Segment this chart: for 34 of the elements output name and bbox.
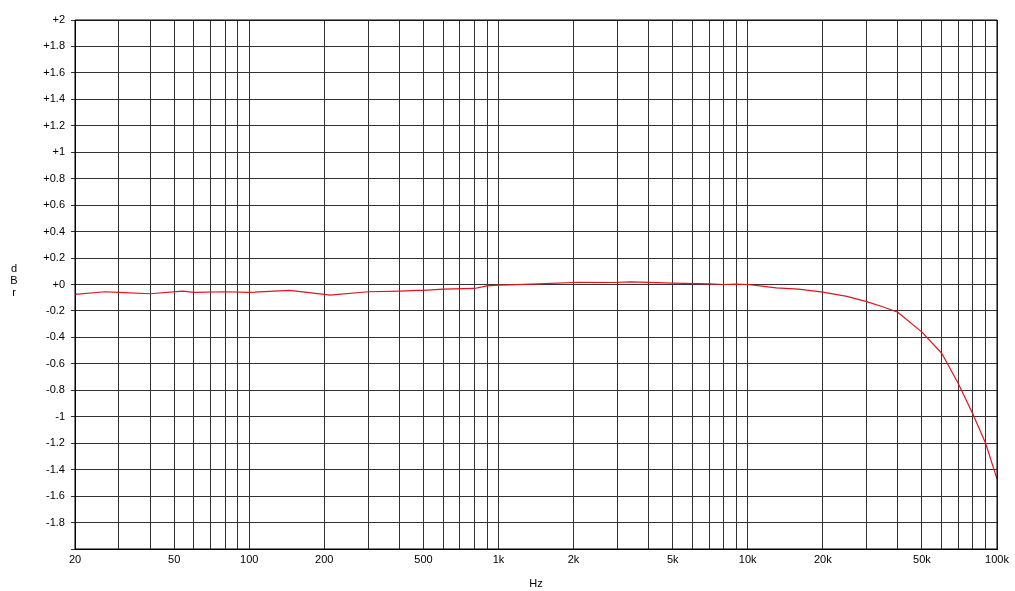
y-tick-label: -0.6	[46, 356, 65, 369]
y-tick-label: -1.4	[46, 462, 65, 475]
y-tick-label: +1.2	[43, 118, 65, 131]
x-axis-title: Hz	[529, 577, 543, 590]
y-tick-label: +2	[52, 13, 65, 26]
x-tick-label: 5k	[666, 552, 680, 565]
y-tick-label: -0.8	[46, 383, 65, 396]
y-tick-label: +1.8	[43, 39, 65, 52]
x-tick-label: 20k	[813, 552, 833, 565]
y-tick-label: +0.6	[43, 198, 65, 211]
x-tick-label: 200	[315, 552, 334, 565]
x-tick-label: 100	[240, 552, 259, 565]
x-tick-label: 100k	[985, 552, 1010, 565]
y-tick-label: +0.2	[43, 251, 65, 264]
y-tick-label: +0.8	[43, 171, 65, 184]
y-tick-label: -0.2	[46, 303, 65, 316]
y-axis-title: dBr	[9, 262, 19, 298]
y-tick-label: -1	[55, 409, 65, 422]
x-tick-label: 2k	[567, 552, 580, 565]
x-tick-label: 50k	[913, 552, 932, 565]
y-tick-label: +1.6	[43, 65, 65, 78]
x-tick-label: 1k	[492, 552, 505, 565]
y-tick-label: -1.8	[46, 515, 65, 528]
x-tick-label: 20	[68, 552, 82, 565]
x-tick-label: 500	[414, 552, 433, 565]
y-tick-label: +1	[52, 145, 65, 158]
y-tick-label: -1.2	[46, 436, 65, 449]
x-tick-label: 10k	[738, 552, 758, 565]
y-tick-label: -1.6	[46, 489, 65, 502]
y-tick-label: -0.4	[46, 330, 65, 343]
y-tick-label: +0	[52, 277, 65, 290]
y-tick-label: +0.4	[43, 224, 65, 237]
y-tick-label: +1.4	[43, 92, 65, 105]
x-tick-label: 50	[168, 552, 181, 565]
